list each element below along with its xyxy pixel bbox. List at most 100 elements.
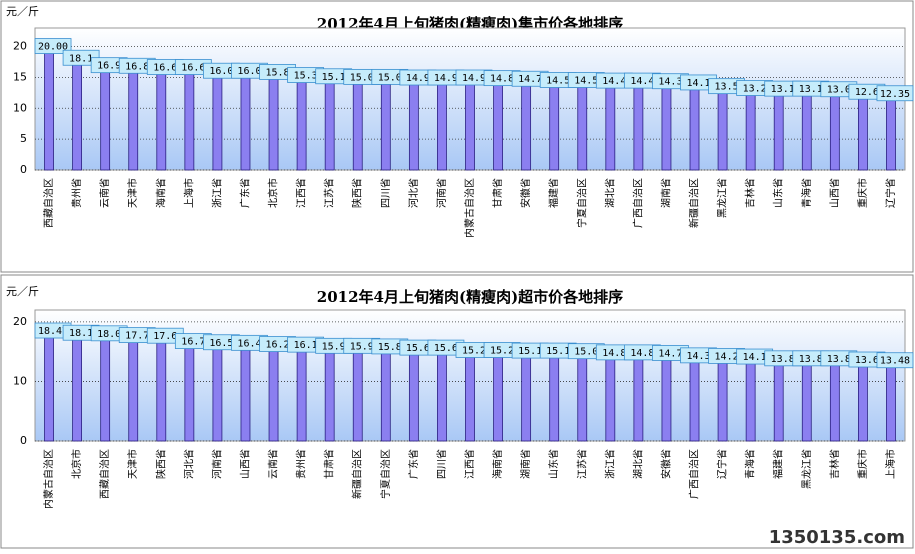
x-tick-label: 福建省: [547, 178, 560, 208]
bar: [128, 65, 139, 171]
x-tick-label: 陕西省: [351, 178, 364, 208]
x-tick-label: 江苏省: [575, 449, 588, 479]
bar: [633, 80, 644, 171]
x-tick-label: 新疆自治区: [688, 178, 701, 228]
x-tick-label: 天津市: [126, 449, 139, 479]
x-tick-label: 上海市: [884, 449, 897, 479]
x-tick-label: 贵州省: [295, 449, 308, 479]
watermark: 1350135.com: [769, 527, 905, 548]
x-tick-label: 广西自治区: [688, 449, 701, 499]
bar: [521, 350, 532, 442]
value-label: 15.3: [294, 71, 318, 82]
x-tick-label: 宁夏自治区: [379, 449, 392, 499]
panel-border: [0, 0, 914, 273]
value-label: 14.1: [743, 352, 767, 363]
bar: [801, 88, 812, 171]
bar: [212, 70, 223, 171]
value-label: 15.0: [350, 72, 374, 83]
y-axis-label: 元／斤: [6, 285, 39, 298]
x-tick-label: 河北省: [407, 178, 420, 208]
bar: [773, 358, 784, 442]
value-label: 14.8: [490, 74, 514, 85]
x-tick-label: 山东省: [547, 449, 560, 479]
x-tick-label: 黑龙江省: [716, 178, 729, 218]
bar: [829, 358, 840, 442]
x-tick-label: 湖北省: [631, 449, 644, 479]
bar: [465, 350, 475, 442]
bar: [212, 342, 223, 442]
bar: [240, 342, 251, 442]
bar: [745, 88, 756, 171]
bar: [437, 77, 447, 171]
x-tick-label: 海南省: [154, 178, 167, 208]
bar: [72, 332, 82, 442]
value-label: 15.8: [378, 342, 402, 353]
value-label: 15.2: [462, 345, 486, 356]
bar: [521, 78, 532, 171]
value-label: 14.5: [574, 75, 598, 86]
value-label: 13.1: [799, 84, 823, 95]
value-label: 13.1: [771, 84, 795, 95]
value-label: 15.6: [406, 343, 430, 354]
bar: [408, 347, 419, 442]
x-tick-label: 四川省: [379, 178, 392, 208]
x-tick-label: 云南省: [267, 449, 280, 479]
bar: [240, 70, 251, 171]
value-label: 17.6: [153, 331, 177, 342]
bar: [465, 77, 475, 171]
x-tick-label: 湖南省: [659, 178, 672, 208]
value-label: 15.6: [434, 343, 458, 354]
bar: [324, 76, 335, 171]
bar: [100, 65, 111, 171]
value-label: 16.7: [181, 337, 205, 348]
y-tick-label: 15: [13, 70, 27, 83]
bar: [717, 356, 728, 442]
value-label: 17.7: [125, 331, 149, 342]
x-tick-label: 云南省: [98, 178, 111, 208]
value-label: 18.1: [69, 53, 93, 64]
bar: [44, 330, 54, 442]
bar: [605, 352, 616, 442]
x-tick-label: 广东省: [407, 449, 420, 479]
x-tick-label: 四川省: [435, 449, 448, 479]
x-tick-label: 贵州省: [70, 178, 83, 208]
chart-title: 2012年4月上旬猪肉(精瘦肉)超市价各地排序: [317, 288, 623, 306]
bar: [801, 358, 812, 442]
bar: [717, 86, 728, 171]
bar: [633, 352, 644, 442]
y-tick-label: 0: [20, 434, 27, 447]
value-label: 14.8: [630, 348, 654, 359]
y-tick-label: 10: [13, 101, 27, 114]
bar: [128, 335, 139, 442]
y-tick-label: 20: [13, 40, 27, 53]
x-tick-label: 天津市: [126, 178, 139, 208]
bar: [100, 333, 111, 442]
value-label: 14.8: [602, 348, 626, 359]
value-label-box: [876, 85, 914, 102]
x-tick-label: 吉林省: [744, 178, 757, 208]
value-label-box: [876, 352, 914, 369]
value-label: 15.8: [266, 67, 290, 78]
x-tick-label: 山东省: [772, 178, 785, 208]
y-tick-label: 20: [13, 315, 27, 328]
x-tick-label: 广西自治区: [631, 178, 644, 228]
bar: [886, 93, 896, 171]
bar: [577, 351, 588, 442]
bar: [408, 77, 419, 171]
x-tick-label: 浙江省: [603, 449, 616, 479]
bar: [549, 350, 560, 442]
value-label-box: [34, 38, 72, 54]
y-tick-label: 5: [20, 132, 27, 145]
x-tick-label: 上海市: [182, 178, 195, 208]
bar: [352, 345, 363, 442]
value-label: 14.1: [686, 78, 710, 89]
x-tick-label: 内蒙古自治区: [42, 449, 55, 509]
bar: [549, 80, 560, 171]
value-label: 13.0: [827, 85, 851, 96]
x-tick-label: 江西省: [295, 178, 308, 208]
value-label: 15.9: [322, 341, 346, 352]
value-label: 16.0: [237, 66, 261, 77]
x-tick-label: 吉林省: [828, 449, 841, 479]
bar: [577, 80, 588, 171]
value-label: 15.9: [350, 341, 374, 352]
